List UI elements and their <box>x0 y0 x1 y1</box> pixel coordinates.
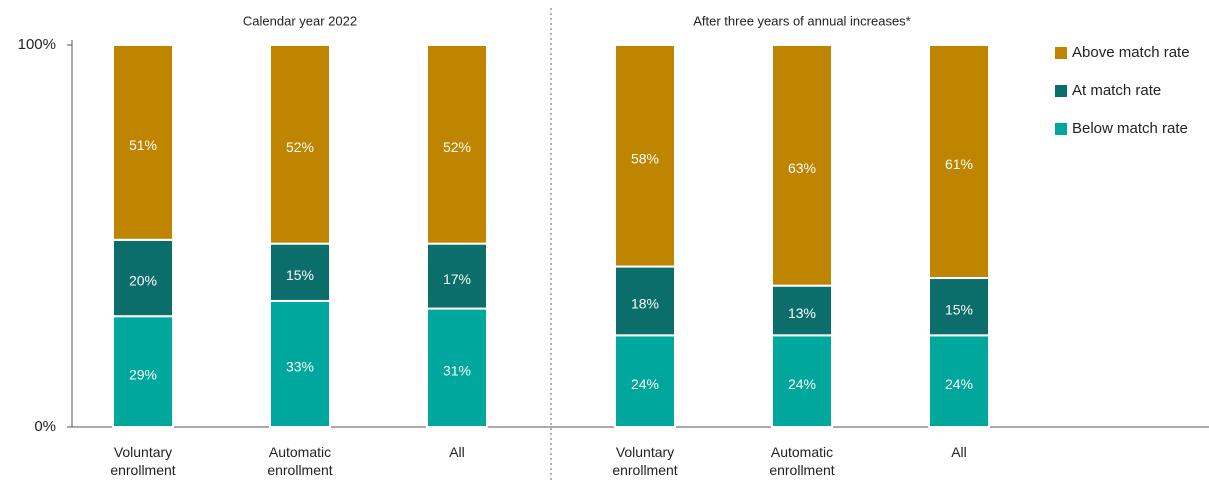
y-tick-label: 100% <box>18 36 56 53</box>
legend-label: Below match rate <box>1072 120 1188 137</box>
legend-label: Above match rate <box>1072 44 1190 61</box>
data-label: 58% <box>631 150 659 166</box>
bar-segment <box>928 44 990 280</box>
data-label: 17% <box>443 271 471 287</box>
x-tick-label: Voluntary enrollment <box>110 444 176 478</box>
data-label: 20% <box>129 273 157 289</box>
bar-segment <box>614 44 676 268</box>
bar-segment <box>269 44 331 245</box>
legend-swatch <box>1055 47 1067 59</box>
legend-swatch <box>1055 85 1067 97</box>
data-label: 31% <box>443 362 471 378</box>
bar-segment <box>426 307 488 428</box>
data-label: 15% <box>945 301 973 317</box>
x-tick-label: Voluntary enrollment <box>612 444 678 478</box>
legend-swatch <box>1055 123 1067 135</box>
x-tick-label: Automatic enrollment <box>769 444 835 478</box>
data-label: 13% <box>788 305 816 321</box>
bar-segment <box>426 242 488 310</box>
bar-segment <box>269 242 331 302</box>
bar-segment <box>614 334 676 429</box>
x-tick-label: All <box>449 444 465 460</box>
bar-segment <box>928 277 990 337</box>
x-tick-label: Automatic enrollment <box>267 444 333 478</box>
legend-label: At match rate <box>1072 82 1161 99</box>
data-label: 33% <box>286 359 314 375</box>
bar-segment <box>112 315 174 428</box>
data-label: 15% <box>286 267 314 283</box>
data-label: 61% <box>945 156 973 172</box>
bar-segment <box>928 334 990 429</box>
data-label: 52% <box>443 139 471 155</box>
x-tick-label: All <box>951 444 967 460</box>
data-label: 24% <box>945 376 973 392</box>
data-label: 51% <box>129 137 157 153</box>
group-title: Calendar year 2022 <box>243 13 357 28</box>
y-tick-label: 0% <box>34 418 56 435</box>
data-label: 18% <box>631 296 659 312</box>
bar-segment <box>771 44 833 287</box>
bar-segment <box>112 44 174 241</box>
data-label: 24% <box>788 376 816 392</box>
data-label: 29% <box>129 366 157 382</box>
bar-segment <box>614 265 676 337</box>
data-label: 63% <box>788 160 816 176</box>
bar-segment <box>269 299 331 428</box>
data-label: 24% <box>631 376 659 392</box>
data-label: 52% <box>286 139 314 155</box>
bar-segment <box>771 284 833 337</box>
bar-segment <box>426 44 488 245</box>
group-title: After three years of annual increases* <box>693 13 911 28</box>
